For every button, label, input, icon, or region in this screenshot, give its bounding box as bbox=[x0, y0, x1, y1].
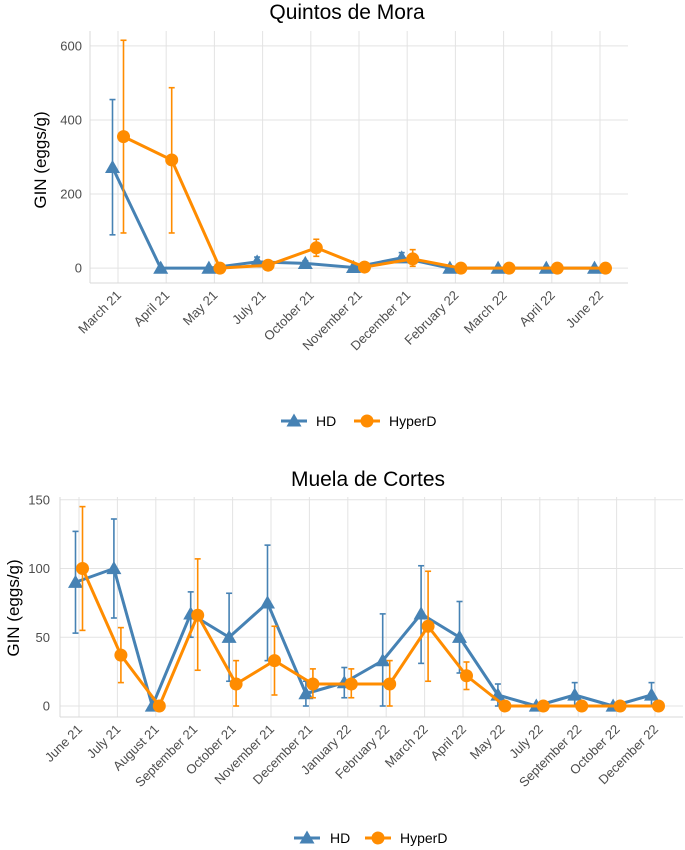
circle-marker-icon bbox=[371, 831, 385, 845]
y-tick-label: 600 bbox=[60, 38, 82, 53]
legend-label-hd: HD bbox=[316, 413, 336, 429]
series-layer bbox=[105, 39, 612, 275]
data-point bbox=[567, 687, 583, 701]
series-line bbox=[122, 135, 606, 270]
x-tick-label: June 21 bbox=[42, 722, 85, 765]
data-point bbox=[460, 669, 473, 683]
series-hd bbox=[105, 98, 602, 274]
data-point bbox=[344, 677, 358, 691]
x-tick-label: March 22 bbox=[461, 288, 510, 337]
x-tick-label: May 21 bbox=[180, 288, 221, 329]
data-point bbox=[306, 677, 320, 691]
y-tick-label: 50 bbox=[36, 630, 50, 645]
data-point bbox=[375, 653, 391, 667]
data-point bbox=[153, 260, 169, 274]
y-tick-labels: 0 50 100 150 bbox=[28, 492, 50, 713]
data-point bbox=[309, 241, 323, 255]
data-point bbox=[114, 648, 128, 662]
y-tick-label: 100 bbox=[28, 561, 50, 576]
chart-muela-de-cortes: Muela de Cortes GIN (eggs/g) 0 50 100 150 J… bbox=[4, 468, 683, 846]
legend-label-hyperd: HyperD bbox=[400, 830, 447, 846]
chart-title: Quintos de Mora bbox=[269, 1, 425, 24]
data-point bbox=[550, 261, 564, 275]
x-tick-label: March 21 bbox=[75, 288, 124, 337]
y-tick-label: 150 bbox=[28, 492, 50, 507]
legend-label-hyperd: HyperD bbox=[389, 413, 436, 429]
data-point bbox=[358, 260, 371, 274]
x-tick-label: March 22 bbox=[382, 722, 431, 771]
y-tick-label: 400 bbox=[60, 112, 82, 127]
series-hyperd bbox=[117, 39, 612, 275]
y-tick-label: 0 bbox=[75, 261, 82, 276]
data-point bbox=[117, 130, 130, 144]
data-point bbox=[68, 574, 83, 588]
series-hd bbox=[68, 518, 659, 712]
data-point bbox=[221, 629, 237, 643]
data-point bbox=[502, 261, 516, 275]
triangle-marker-icon bbox=[299, 830, 315, 844]
data-point bbox=[201, 260, 217, 274]
data-point bbox=[452, 629, 467, 643]
circle-marker-icon bbox=[360, 414, 374, 428]
data-point bbox=[152, 699, 166, 713]
gridlines bbox=[89, 31, 628, 284]
data-point bbox=[652, 699, 665, 713]
data-point bbox=[536, 699, 550, 713]
data-point bbox=[106, 561, 122, 575]
data-point bbox=[260, 595, 275, 609]
x-tick-label: May 22 bbox=[467, 722, 508, 763]
data-point bbox=[165, 153, 179, 167]
y-tick-label: 0 bbox=[43, 699, 50, 714]
data-point bbox=[599, 261, 612, 275]
data-point bbox=[105, 159, 120, 174]
y-tick-label: 200 bbox=[60, 187, 82, 202]
series-hyperd bbox=[76, 505, 665, 713]
legend: HD HyperD bbox=[294, 830, 447, 846]
data-point bbox=[498, 699, 512, 713]
legend-label-hd: HD bbox=[330, 830, 350, 846]
series-layer bbox=[68, 505, 665, 713]
data-point bbox=[298, 686, 314, 700]
series-line bbox=[111, 166, 595, 270]
legend: HD HyperD bbox=[281, 413, 436, 429]
x-tick-label: July 21 bbox=[229, 288, 269, 328]
data-point bbox=[213, 261, 227, 275]
data-point bbox=[421, 619, 435, 633]
chart-quintos-de-mora: Quintos de Mora GIN (eggs/g) 0200400600 … bbox=[31, 1, 628, 429]
series-line bbox=[74, 567, 652, 708]
data-point bbox=[76, 562, 89, 575]
data-point bbox=[454, 261, 468, 275]
data-point bbox=[268, 654, 281, 668]
data-point bbox=[575, 699, 589, 713]
x-tick-label: April 21 bbox=[131, 288, 173, 330]
data-point bbox=[261, 258, 275, 272]
x-tick-label: June 22 bbox=[563, 288, 606, 331]
y-tick-labels: 0 200 400 600 bbox=[60, 38, 82, 275]
data-point bbox=[644, 687, 659, 701]
data-point bbox=[346, 259, 361, 274]
y-axis-title: GIN (eggs/g) bbox=[4, 559, 23, 656]
data-point bbox=[191, 608, 205, 622]
series-line bbox=[81, 567, 659, 708]
data-point bbox=[229, 677, 243, 691]
x-tick-label: April 22 bbox=[516, 288, 558, 330]
data-point bbox=[383, 677, 397, 691]
triangle-marker-icon bbox=[286, 413, 302, 427]
data-point bbox=[413, 606, 429, 620]
y-axis-title: GIN (eggs/g) bbox=[31, 111, 50, 208]
data-point bbox=[406, 252, 420, 266]
x-tick-label: April 22 bbox=[427, 722, 469, 764]
data-point bbox=[297, 255, 313, 269]
data-point bbox=[613, 699, 627, 713]
gridlines bbox=[59, 497, 683, 718]
chart-title: Muela de Cortes bbox=[291, 468, 445, 491]
